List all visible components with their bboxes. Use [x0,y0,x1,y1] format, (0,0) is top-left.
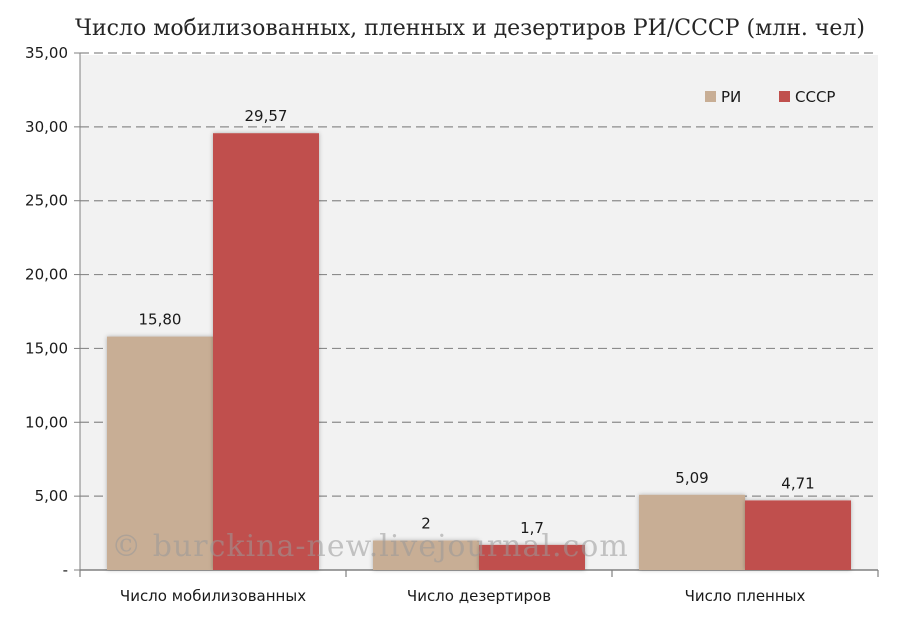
bar [479,544,585,570]
y-tick-label: 30,00 [25,118,68,136]
bar [745,500,851,570]
data-label: 15,80 [139,311,182,329]
y-tick-label: 25,00 [25,192,68,210]
data-label: 5,09 [675,469,708,487]
data-label: 4,71 [781,474,814,492]
data-label: 1,7 [520,519,544,537]
x-category-label: Число мобилизованных [120,587,306,605]
bars [107,133,851,570]
bar [107,336,213,570]
bar [213,133,319,570]
y-tick-label: 35,00 [25,44,68,62]
legend-label: СССР [795,88,835,106]
legend-swatch [779,91,790,102]
y-tick-label: 15,00 [25,339,68,357]
bar [639,494,745,570]
axes: - 5,00 10,00 15,00 20,00 25,00 30,00 35,00 Число… [25,44,879,605]
y-tick-label: 5,00 [35,487,68,505]
data-labels: 15,80 29,57 2 1,7 5,09 4,71 [139,107,815,537]
watermark-text: © burckina-new.livejournal.com [111,529,629,564]
chart-title: Число мобилизованных, пленных и дезертир… [75,16,865,41]
y-tick-label: - [63,561,68,579]
y-tick-label: 10,00 [25,413,68,431]
data-label: 29,57 [245,107,288,125]
x-category-label: Число дезертиров [407,587,551,605]
legend-label: РИ [721,88,741,106]
legend: РИ СССР [705,88,835,106]
x-category-label: Число пленных [685,587,806,605]
bar [373,540,479,570]
legend-swatch [705,91,716,102]
y-tick-label: 20,00 [25,266,68,284]
data-label: 2 [421,514,431,532]
